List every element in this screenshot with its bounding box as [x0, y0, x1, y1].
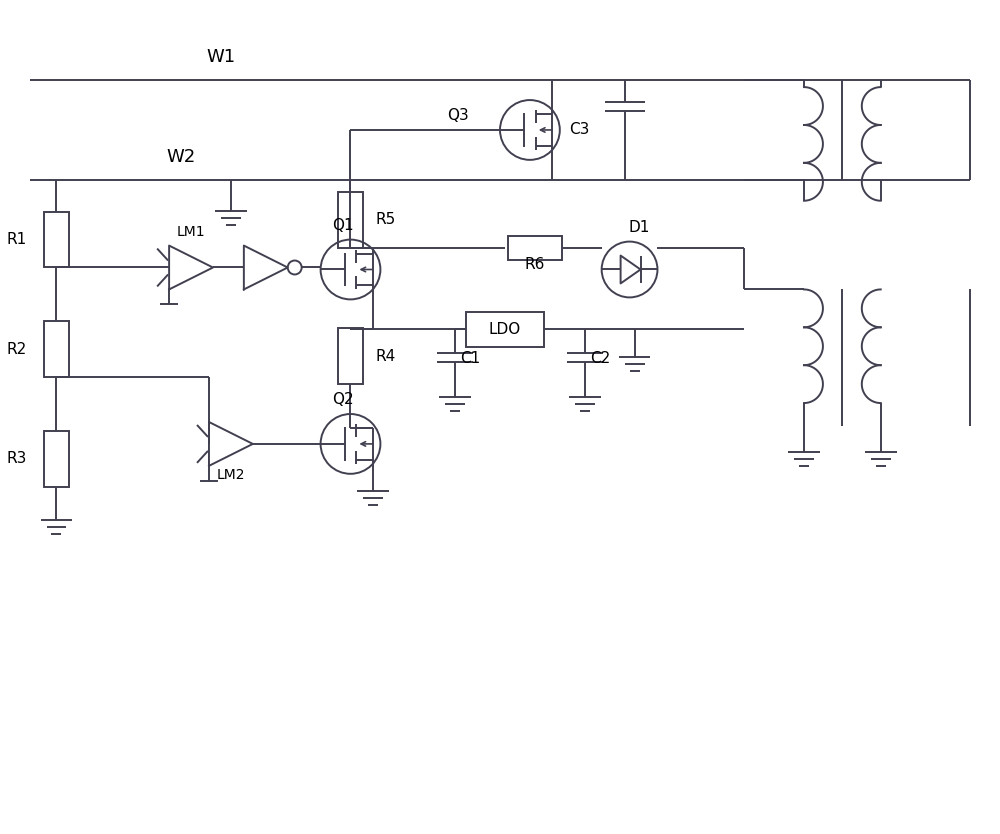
Text: R6: R6: [525, 258, 545, 273]
Text: R3: R3: [6, 451, 27, 466]
Text: R1: R1: [6, 232, 27, 247]
Bar: [338, 329, 363, 384]
Bar: [466, 312, 544, 347]
Text: Q2: Q2: [332, 392, 353, 407]
Text: W1: W1: [206, 48, 235, 66]
Text: LDO: LDO: [489, 322, 521, 337]
Text: D1: D1: [629, 219, 650, 234]
Bar: [338, 192, 363, 248]
Bar: [508, 236, 562, 259]
Text: W2: W2: [166, 148, 196, 166]
Bar: [44, 212, 69, 268]
Text: C1: C1: [460, 350, 480, 365]
Text: C3: C3: [569, 123, 590, 138]
Bar: [44, 321, 69, 377]
Text: Q1: Q1: [332, 218, 353, 233]
Text: R5: R5: [375, 212, 396, 227]
Text: LM2: LM2: [217, 468, 245, 482]
Text: R2: R2: [6, 342, 27, 357]
Text: R4: R4: [375, 349, 396, 364]
Bar: [44, 431, 69, 487]
Text: LM1: LM1: [177, 224, 205, 239]
Text: C2: C2: [590, 350, 610, 365]
Text: Q3: Q3: [447, 108, 469, 123]
